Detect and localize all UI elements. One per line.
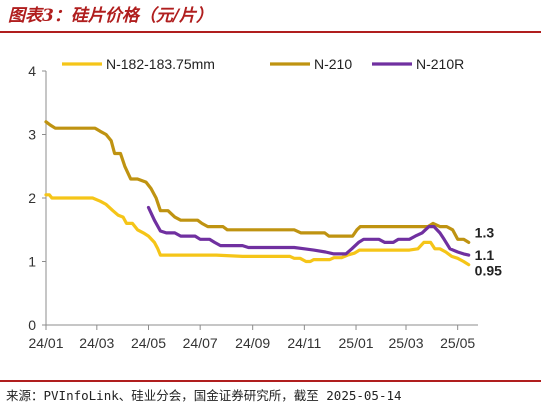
- legend-label-2: N-210: [314, 56, 352, 72]
- y-tick-label: 2: [28, 190, 36, 206]
- y-tick-label: 3: [28, 127, 36, 143]
- x-tick-label: 25/01: [339, 335, 374, 351]
- y-tick-label: 1: [28, 254, 36, 270]
- end-value-label-3: 0.95: [475, 263, 502, 279]
- series-line-1: [44, 193, 471, 267]
- x-tick-label: 25/05: [440, 335, 475, 351]
- title-divider: [0, 31, 541, 33]
- end-value-label-2: 1.1: [475, 247, 495, 263]
- x-tick-label: 25/03: [388, 335, 423, 351]
- series-line-2: [44, 120, 471, 244]
- series-line-3: [146, 205, 471, 257]
- y-tick-label: 0: [28, 317, 36, 333]
- x-tick-label: 24/03: [79, 335, 114, 351]
- x-tick-label: 24/09: [235, 335, 270, 351]
- y-tick-label: 4: [28, 63, 36, 79]
- legend-label-1: N-182-183.75mm: [106, 56, 215, 72]
- footer-divider: [0, 380, 541, 382]
- source-note: 来源：PVInfoLink、硅业分会，国金证券研究所，截至 2025-05-14: [6, 388, 402, 403]
- x-tick-label: 24/05: [131, 335, 166, 351]
- line-chart: 0 1 2 3 4 24/01 24/03 24/05 24/07 24/09 24/11 25/01…: [28, 56, 502, 351]
- x-tick-label: 24/01: [28, 335, 63, 351]
- page-title: 图表3：硅片价格（元/片）: [8, 6, 214, 26]
- end-value-label-1: 1.3: [475, 224, 495, 240]
- legend-label-3: N-210R: [416, 56, 464, 72]
- x-tick-label: 24/07: [183, 335, 218, 351]
- x-tick-label: 24/11: [287, 335, 321, 351]
